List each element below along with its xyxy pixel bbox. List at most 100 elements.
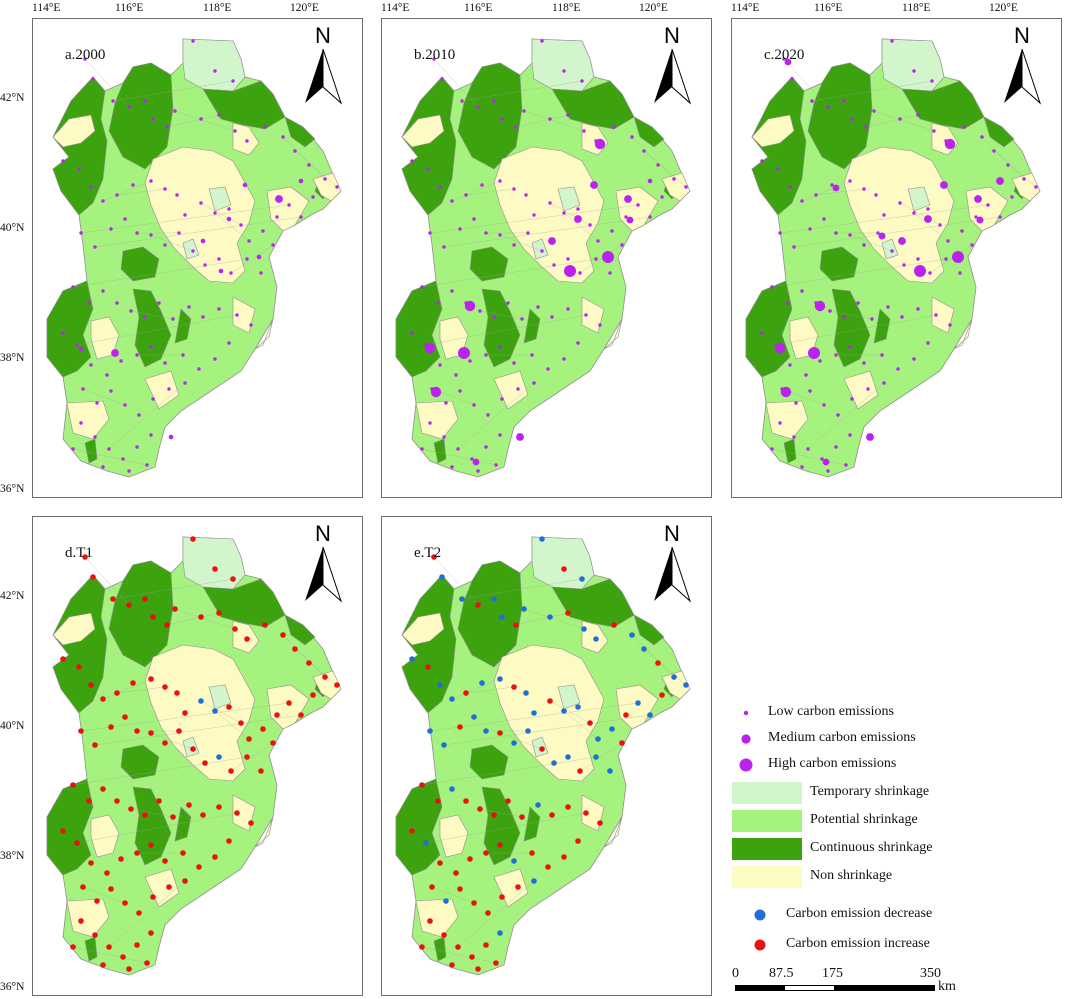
carbon-emission-dot [498,433,502,437]
temporary-shrinkage-region [182,238,200,260]
legend-item-decrease: Carbon emission decrease [732,904,1062,926]
carbon-emission-dot [500,117,504,121]
emission-increase-dot [108,886,114,892]
carbon-emission-dot [562,69,566,73]
carbon-emission-dot [660,195,664,199]
carbon-emission-dot [788,363,792,367]
none-shrinkage-region [603,318,623,350]
north-label: N [1014,23,1030,48]
emission-increase-dot [104,870,110,876]
carbon-emission-dot [934,313,938,317]
lon-label-120-b: 120°E [639,2,668,14]
emission-decrease-dot [491,596,497,602]
decrease-dot-icon [754,909,766,921]
carbon-emission-dot [71,285,75,289]
emission-increase-dot [499,894,505,900]
carbon-emission-hub-dot [832,184,840,192]
map-canvas-b: N [395,23,692,478]
carbon-emission-hub-dot [111,349,119,357]
carbon-emission-dot [566,307,570,311]
district-line [294,648,338,686]
carbon-emission-dot [197,367,201,371]
carbon-emission-dot [492,99,496,103]
emission-decrease-dot [647,712,653,718]
carbon-emission-dot [550,315,554,319]
carbon-emission-dot [998,215,1002,219]
scale-unit: km [938,979,956,994]
carbon-emission-dot [199,117,203,121]
carbon-emission-dot [464,193,468,197]
district-line [84,58,130,108]
temporary-shrinkage-region [208,684,232,710]
carbon-emission-dot [958,271,962,275]
carbon-emission-dot [902,263,906,267]
scale-segment-2 [784,985,835,991]
legend-item-high: High carbon emissions [732,754,1062,776]
legend-label-continuous: Continuous shrinkage [810,840,933,855]
emission-increase-dot [120,954,126,960]
continuous-shrinkage-region [481,288,521,368]
continuous-shrinkage-region [433,936,447,962]
carbon-emission-dot [121,457,125,461]
scale-tick-87: 87.5 [769,966,794,981]
none-shrinkage-region [439,814,469,858]
emission-increase-dot [122,900,128,906]
district-line [631,136,675,180]
district-line [771,258,947,288]
carbon-emission-dot [123,403,127,407]
district-line [150,234,194,252]
carbon-emission-dot [75,343,79,347]
temporary-shrinkage-region [208,186,232,212]
carbon-emission-dot [916,257,920,261]
scale-tick-175: 175 [822,966,843,981]
carbon-emission-dot [566,113,570,117]
carbon-emission-dot [111,99,115,103]
district-line [112,80,234,102]
emission-increase-dot [659,692,665,698]
legend: Low carbon emissions Medium carbon emiss… [732,700,1062,965]
emission-increase-dot [74,840,80,846]
emission-increase-dot [425,664,431,670]
panel-title-c: c.2020 [764,47,805,63]
scale-tick-0: 0 [732,966,739,981]
emission-increase-dot [162,740,168,746]
carbon-emission-dot [962,125,966,129]
carbon-emission-dot [227,341,231,345]
emission-increase-dot [136,910,142,916]
district-line [421,756,597,786]
temporary-shrinkage-region [881,38,945,92]
carbon-emission-dot [842,315,846,319]
carbon-emission-dot [281,135,285,139]
carbon-emission-dot [89,363,93,367]
carbon-emission-hub-dot [924,215,932,223]
continuous-shrinkage-region [457,560,523,668]
emission-increase-dot [108,724,114,730]
carbon-emission-dot [610,229,614,233]
continuous-shrinkage-region [633,116,665,148]
carbon-emission-hub-dot [784,58,792,66]
carbon-emission-dot [588,223,592,227]
carbon-emission-dot [928,271,932,275]
lon-label-118-c: 118°E [902,2,931,14]
carbon-emission-dot [512,361,516,365]
carbon-emission-dot [151,117,155,121]
carbon-emission-hub-dot [458,347,470,359]
district-line [80,702,290,732]
legend-label-high: High carbon emissions [768,756,897,771]
none-shrinkage-region [144,146,256,284]
carbon-emission-dot [287,203,291,207]
district-line [815,188,865,196]
carbon-emission-dot [794,401,798,405]
emission-increase-dot [565,610,571,616]
emission-decrease-dot [423,840,429,846]
carbon-emission-dot [173,109,177,113]
emission-decrease-dot [427,728,433,734]
carbon-emission-dot [247,239,251,243]
carbon-emission-hub-dot [256,254,262,260]
emission-increase-dot [60,828,66,834]
emission-increase-dot [162,684,168,690]
none-shrinkage-region [52,114,96,148]
carbon-emission-dot [760,159,764,163]
carbon-emission-dot [532,381,536,385]
carbon-emission-dot [536,305,540,309]
